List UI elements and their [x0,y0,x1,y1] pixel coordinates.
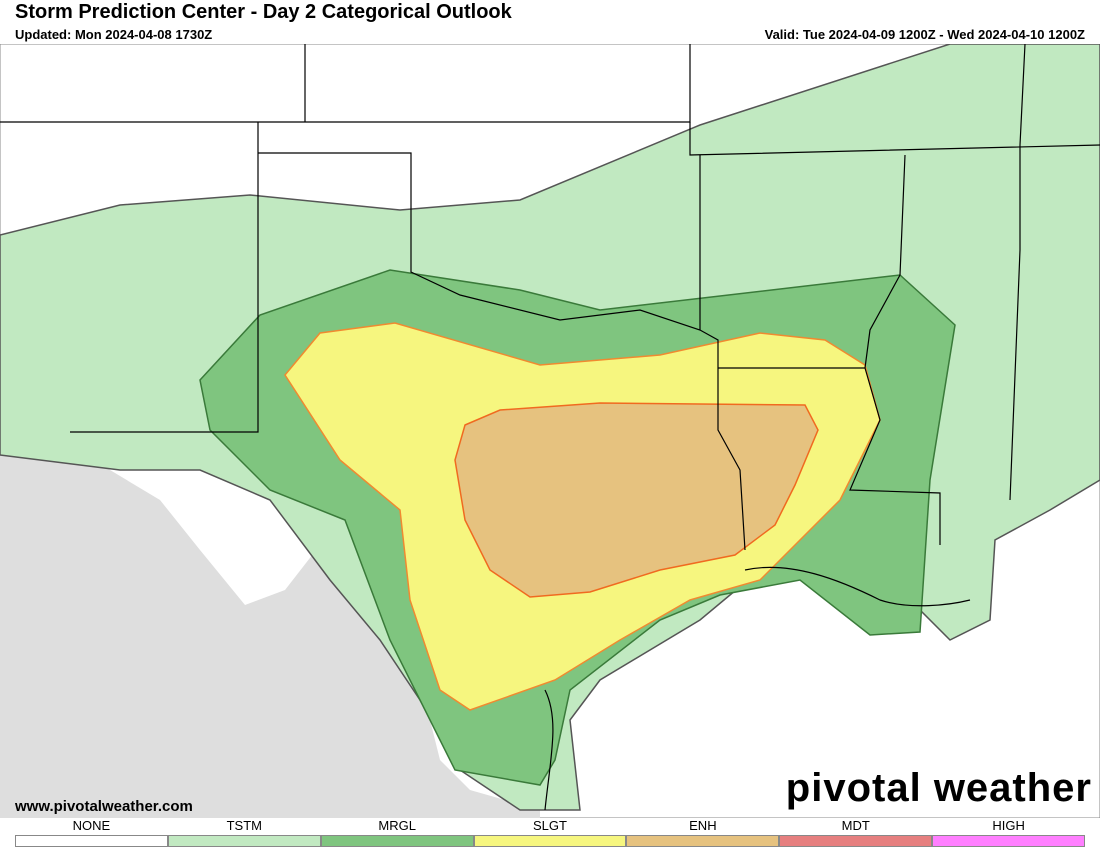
legend-label: TSTM [226,818,262,833]
website: www.pivotalweather.com [15,798,193,815]
legend-label: NONE [72,818,111,833]
map [0,44,1100,818]
mexico [0,432,540,818]
legend-swatch [779,835,933,847]
state-borders [0,44,1100,811]
legend-swatch [320,835,474,847]
legend: NONE TSTM MRGL SLGT ENH MDT HIGH [15,818,1086,850]
updated-time: Updated: Mon 2024-04-08 1730Z [15,27,213,42]
legend-label: MDT [841,818,870,833]
legend-item: TSTM [167,818,321,850]
legend-item: HIGH [932,818,1086,850]
legend-label: ENH [689,818,717,833]
enh-area [454,402,819,598]
logo: pivotal weather [785,766,1092,810]
legend-swatch [167,835,321,847]
legend-swatch [15,835,168,847]
legend-label: MRGL [378,818,416,833]
legend-swatch [473,835,627,847]
legend-label: HIGH [992,818,1025,833]
legend-label: SLGT [533,818,567,833]
legend-item: NONE [15,818,168,850]
legend-item: MDT [779,818,933,850]
title: Storm Prediction Center - Day 2 Categori… [15,1,512,23]
legend-item: MRGL [320,818,474,850]
legend-swatch [932,835,1086,847]
legend-item: ENH [626,818,780,850]
valid-time: Valid: Tue 2024-04-09 1200Z - Wed 2024-0… [764,27,1085,42]
legend-swatch [626,835,780,847]
legend-item: SLGT [473,818,627,850]
